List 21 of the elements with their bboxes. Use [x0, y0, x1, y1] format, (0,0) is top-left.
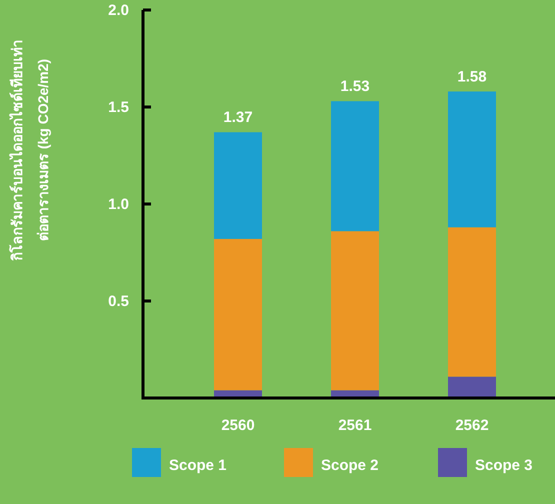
y-tick-label: 0.5: [108, 293, 129, 310]
y-axis-title: กิโลกรัมคาร์บอนไดออกไซด์เทียบเท่า ต่อตารางเมตร (kg CO2e/m2): [8, 40, 51, 262]
y-tick-label: 1.5: [108, 99, 129, 116]
bar: [448, 91, 496, 228]
y-tick-label: 1.0: [108, 196, 129, 213]
bar: [448, 376, 496, 398]
x-tick-label: 2560: [221, 417, 255, 434]
bar: [448, 227, 496, 377]
x-tick-label: 2561: [338, 417, 372, 434]
legend-label: Scope 2: [321, 457, 379, 474]
legend-label: Scope 3: [475, 457, 533, 474]
total-label: 1.37: [223, 109, 253, 126]
x-tick-label: 2562: [455, 417, 489, 434]
bar: [331, 231, 379, 390]
total-label: 1.53: [340, 78, 370, 96]
bar: [214, 132, 262, 239]
bar: [331, 101, 379, 232]
legend-label: Scope 1: [169, 457, 227, 474]
total-label: 1.58: [457, 68, 487, 86]
y-tick-label: 2.0: [108, 2, 129, 19]
bar: [214, 238, 262, 390]
